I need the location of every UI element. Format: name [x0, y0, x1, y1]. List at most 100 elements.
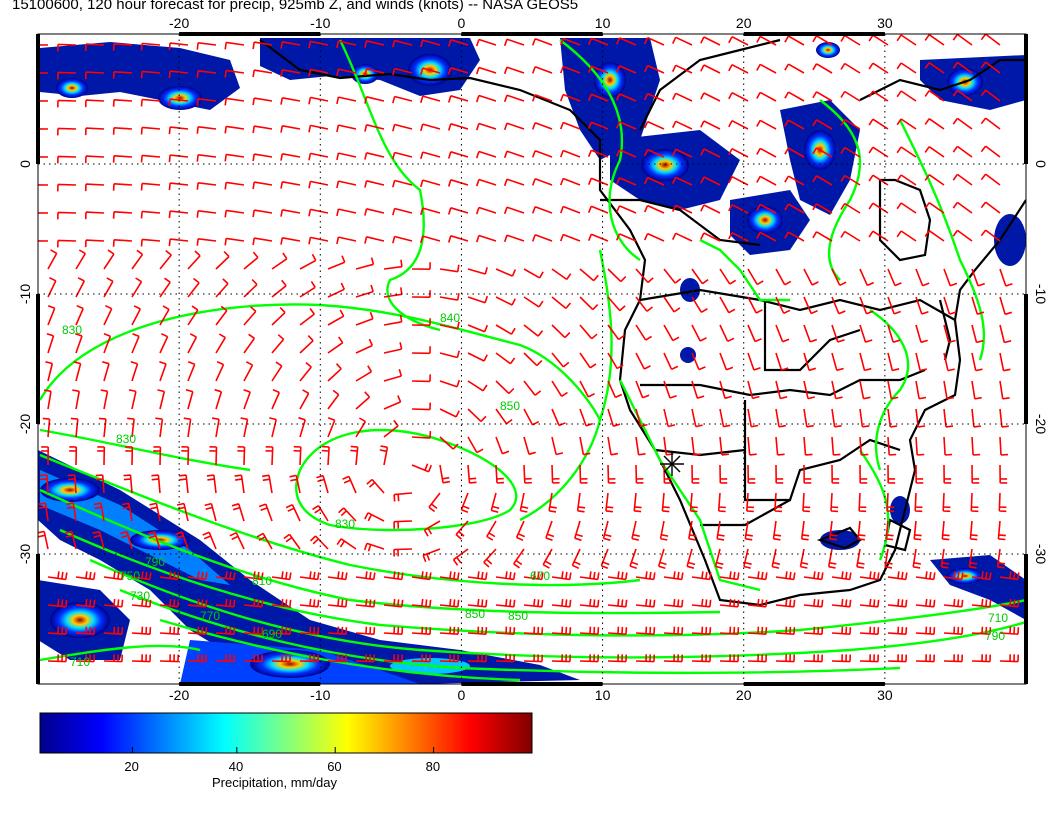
wind-barb: [350, 445, 359, 466]
wind-barb: [327, 654, 347, 663]
wind-barb: [495, 436, 510, 455]
wind-barb: [551, 464, 560, 484]
wind-barb: [100, 389, 109, 410]
wind-barb: [714, 548, 724, 569]
wind-barb: [831, 352, 844, 372]
wind-barb: [38, 184, 49, 186]
wind-barb: [607, 436, 619, 456]
wind-barb: [587, 93, 609, 102]
axis-tick-labels: -20 -20 -10 -10 0 0 10 10 20 20 30 30 0 0 -10 -10 -20 -20…: [17, 15, 1049, 703]
wind-barb: [719, 296, 736, 314]
wind-barb: [812, 231, 833, 242]
wind-barb: [447, 207, 469, 215]
wind-barb: [392, 123, 413, 132]
wind-barb: [941, 520, 950, 541]
wind-barb: [775, 436, 785, 456]
wind-barb: [211, 417, 220, 438]
wind-barb: [859, 598, 880, 608]
wind-barb: [420, 179, 441, 188]
wind-barb: [840, 118, 861, 130]
wind-barb: [728, 63, 749, 74]
wind-barb: [157, 389, 166, 410]
wind-barb: [887, 268, 902, 287]
wind-barb: [131, 598, 152, 608]
wind-barb: [980, 229, 1001, 242]
wind-barb: [887, 296, 901, 315]
wind-barb: [383, 342, 403, 354]
wind-barb: [663, 268, 682, 284]
wind-barb: [224, 181, 245, 190]
wind-barb: [635, 268, 654, 284]
wind-barb: [607, 352, 624, 370]
wind-barb: [308, 236, 329, 245]
wind-barb: [607, 654, 627, 663]
wind-barb: [215, 250, 230, 270]
wind-barb: [47, 654, 67, 663]
wind-barb: [999, 352, 1011, 372]
lon-tick-label-top: 20: [736, 15, 752, 31]
wind-barb: [943, 464, 952, 484]
wind-barb: [996, 548, 1006, 569]
wind-barb: [57, 127, 77, 136]
wind-barb: [571, 548, 581, 570]
wind-barb: [159, 626, 180, 635]
wind-barb: [643, 232, 665, 242]
wind-barb: [393, 548, 413, 557]
wind-barb: [886, 492, 895, 513]
wind-barb: [688, 520, 697, 541]
wind-barb: [93, 502, 105, 522]
wind-barb: [803, 436, 813, 456]
wind-barb: [392, 235, 413, 244]
wind-barb: [299, 626, 320, 635]
wind-barb: [256, 532, 273, 550]
wind-barb: [327, 282, 346, 298]
wind-barb: [615, 205, 637, 214]
wind-barb: [66, 502, 77, 522]
wind-barb: [602, 520, 612, 541]
wind-barb: [803, 626, 824, 635]
wind-barb: [202, 531, 217, 550]
wind-barb: [831, 324, 845, 343]
wind-barb: [607, 598, 628, 608]
coastlines: [259, 38, 1026, 607]
wind-barb: [803, 296, 818, 315]
wind-barb: [859, 626, 880, 635]
wind-barb: [140, 154, 161, 163]
wind-barb: [661, 492, 670, 513]
wind-barb: [915, 352, 928, 372]
wind-barb: [915, 654, 935, 663]
wind-barb: [280, 125, 301, 133]
wind-barb: [420, 235, 441, 244]
wind-barb: [215, 360, 225, 382]
wind-barb: [411, 463, 433, 473]
wind-barb: [643, 204, 665, 214]
wind-barb: [243, 306, 257, 326]
wind-barb: [915, 598, 936, 608]
wind-barb: [57, 211, 77, 220]
wind-barb: [495, 352, 516, 365]
wind-barb: [269, 417, 277, 438]
wind-barb: [196, 210, 217, 218]
wind-barb: [912, 548, 921, 569]
wind-barb: [495, 324, 516, 335]
wind-barb: [663, 380, 677, 399]
wind-barb: [980, 145, 1001, 158]
wind-barb: [503, 206, 525, 215]
wind-barb: [831, 296, 846, 315]
wind-barb: [183, 417, 192, 438]
wind-barb: [887, 380, 899, 400]
wind-barb: [131, 277, 143, 298]
wind-barb: [439, 626, 460, 635]
wind-barb: [943, 654, 963, 663]
wind-barb: [831, 571, 852, 581]
wind-barb: [775, 268, 792, 286]
wind-barb: [840, 230, 861, 242]
wind-barb: [915, 626, 936, 635]
wind-barb: [447, 179, 469, 187]
wind-barb: [800, 520, 810, 541]
wind-barb: [159, 571, 180, 581]
wind-barb: [84, 155, 105, 164]
wind-barb: [756, 91, 777, 102]
wind-barb: [643, 176, 665, 186]
wind-barb: [447, 39, 469, 47]
